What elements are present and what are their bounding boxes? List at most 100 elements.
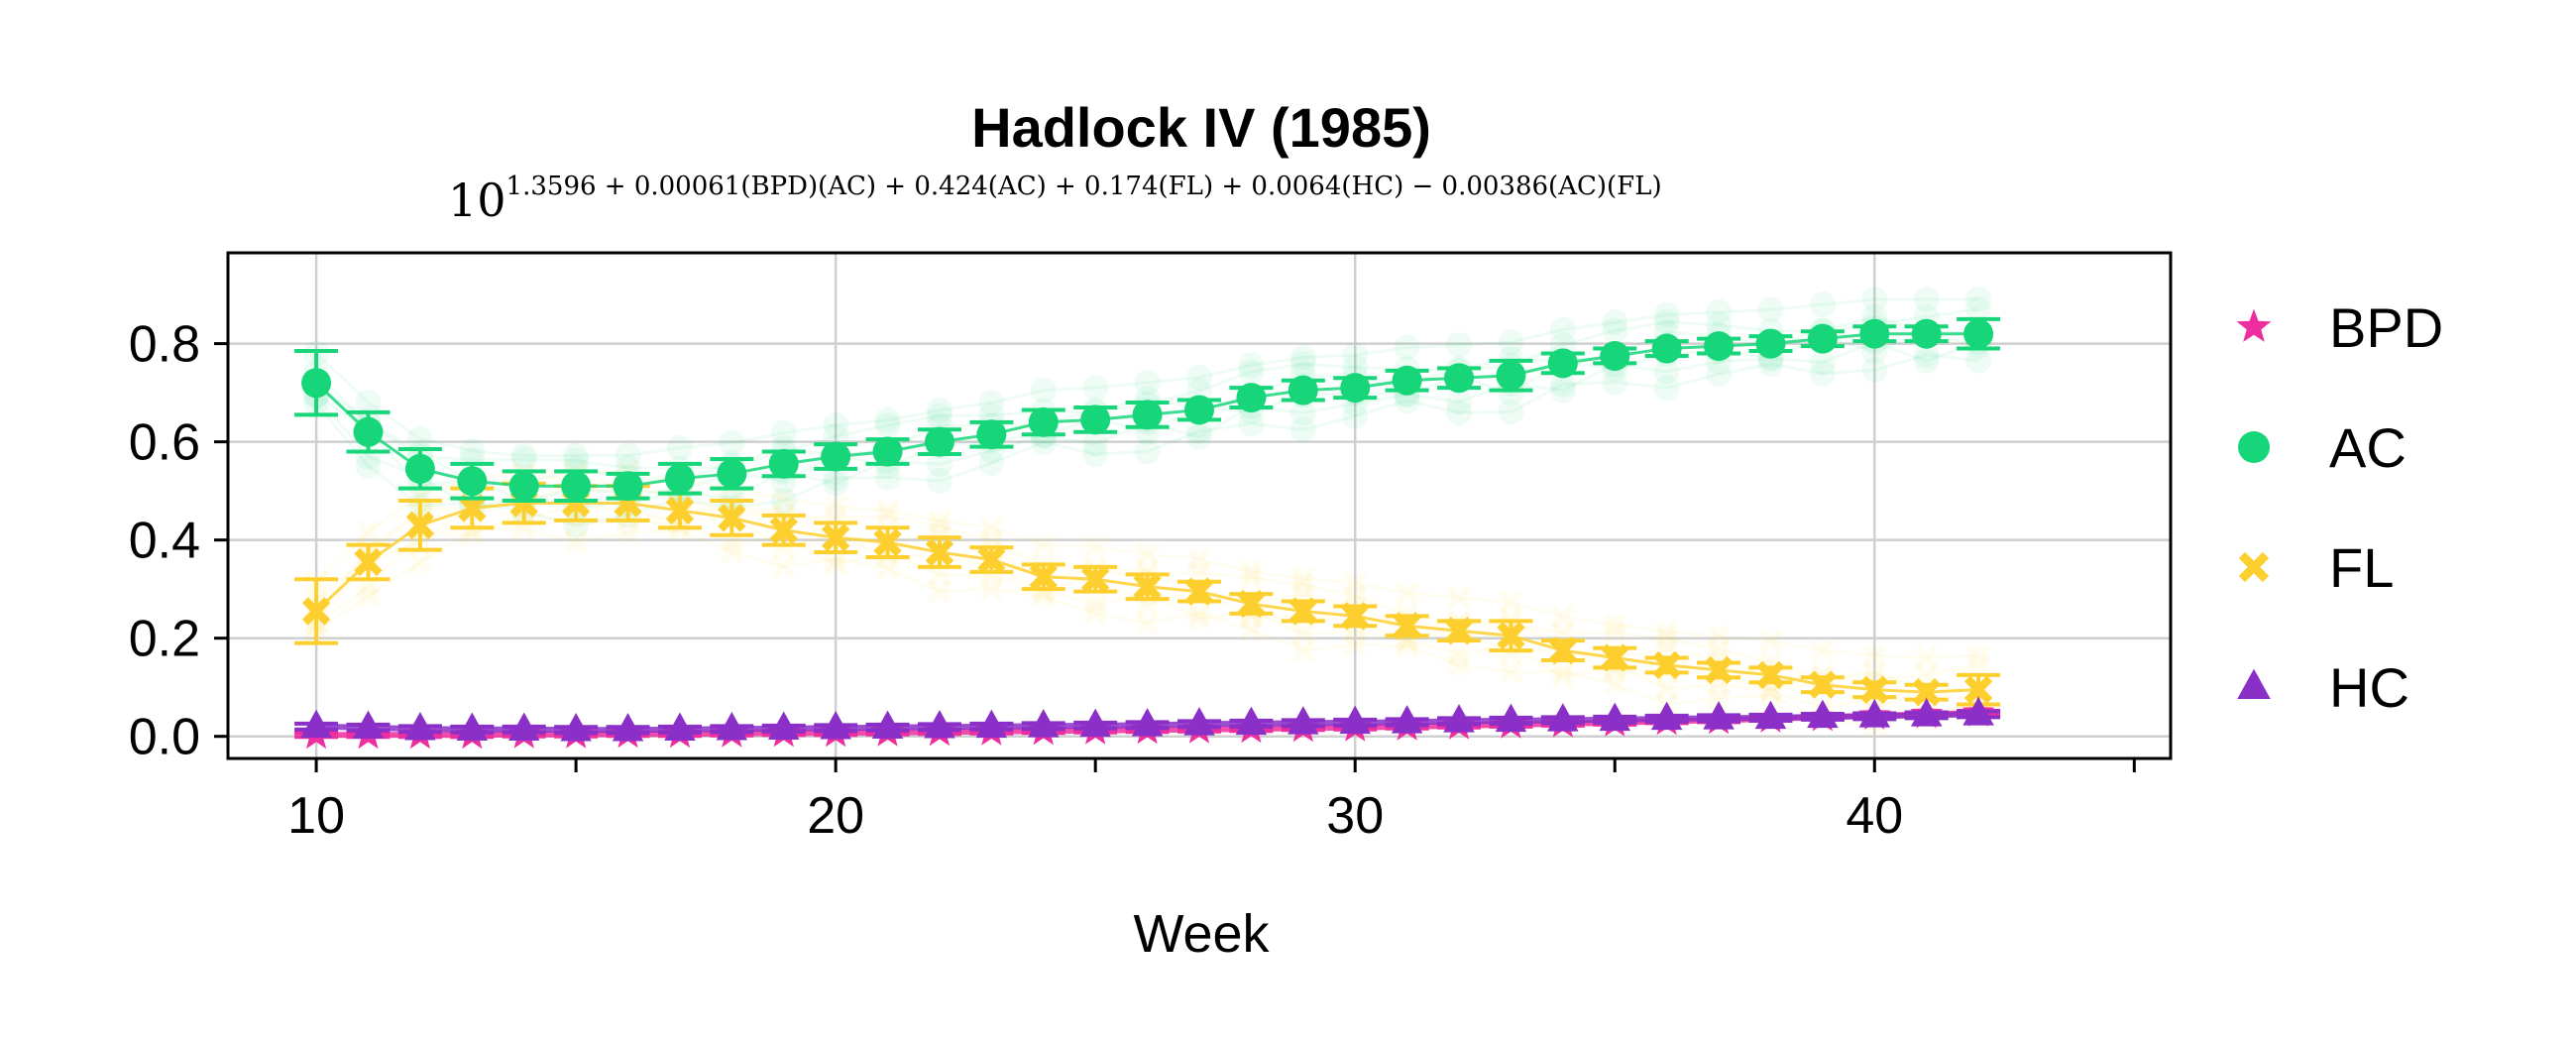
trace-point-fl bbox=[1290, 637, 1316, 663]
x-tick-label: 30 bbox=[1326, 787, 1384, 845]
trace-point-ac bbox=[1446, 400, 1473, 426]
axes: 10 20 30 40 0.0 0.2 0.4 0.6 0.8 bbox=[129, 316, 2136, 845]
trace-point-fl bbox=[1914, 645, 1939, 670]
trace-point-fl bbox=[1395, 634, 1419, 658]
trace-point-ac bbox=[563, 442, 590, 469]
trace-point-fl bbox=[1031, 532, 1057, 557]
data-point-hc bbox=[924, 710, 955, 739]
trace-point-ac bbox=[459, 437, 486, 464]
data-point-ac bbox=[353, 416, 384, 447]
trace-point-fl bbox=[1446, 652, 1472, 678]
trace-point-fl bbox=[1758, 683, 1783, 708]
trace-point-ac bbox=[1861, 287, 1888, 313]
trace-point-ac bbox=[1186, 364, 1212, 391]
trace-point-fl bbox=[1862, 642, 1887, 668]
trace-point-ac bbox=[770, 488, 797, 515]
trace-point-ac bbox=[1549, 316, 1576, 343]
data-point-fl bbox=[925, 537, 954, 567]
data-point-hc bbox=[612, 713, 644, 742]
data-point-hc bbox=[1858, 699, 1891, 728]
data-point-ac bbox=[1963, 318, 1994, 349]
trace-point-ac bbox=[1238, 352, 1265, 379]
plot-frame bbox=[226, 251, 2173, 760]
trace-point-fl bbox=[1290, 572, 1316, 598]
trace-point-fl bbox=[875, 504, 900, 528]
trace-point-fl bbox=[1186, 546, 1212, 572]
trace-point-ac bbox=[1394, 388, 1420, 414]
data-point-fl bbox=[873, 527, 902, 557]
x-axis-label: Week bbox=[1133, 904, 1270, 964]
legend-label-bpd: BPD bbox=[2329, 296, 2443, 359]
data-point-fl bbox=[977, 545, 1006, 574]
legend-label-hc: HC bbox=[2329, 656, 2409, 719]
data-point-ac bbox=[1444, 363, 1475, 394]
data-point-ac bbox=[664, 463, 695, 494]
trace-point-fl bbox=[616, 520, 640, 545]
data-point-hc bbox=[1910, 698, 1943, 727]
data-point-ac bbox=[1911, 318, 1942, 349]
data-point-hc bbox=[560, 713, 592, 742]
trace-point-ac bbox=[1602, 369, 1628, 396]
trace-fl bbox=[314, 485, 1979, 692]
trace-point-ac bbox=[1238, 410, 1265, 437]
trace-point-ac bbox=[1809, 291, 1836, 318]
trace-fl bbox=[314, 504, 1979, 709]
trace-point-ac bbox=[823, 411, 849, 438]
trace-point-ac bbox=[926, 397, 952, 423]
trace-point-fl bbox=[1654, 675, 1679, 701]
trace-point-ac bbox=[510, 442, 537, 469]
data-point-ac bbox=[1028, 406, 1059, 437]
trace-point-fl bbox=[1082, 601, 1108, 627]
data-point-fl bbox=[1704, 655, 1734, 685]
trace-point-ac bbox=[1394, 334, 1420, 361]
trace-point-fl bbox=[927, 508, 952, 533]
legend-marker-fl bbox=[2238, 551, 2270, 583]
trace-point-ac bbox=[719, 429, 745, 456]
series-hc bbox=[294, 697, 2001, 742]
data-point-ac bbox=[976, 419, 1007, 450]
trace-point-fl bbox=[407, 549, 433, 575]
data-point-fl bbox=[665, 496, 695, 525]
trace-point-fl bbox=[1758, 629, 1783, 653]
data-point-fl bbox=[1081, 565, 1110, 594]
trace-point-ac bbox=[874, 406, 901, 433]
trace-point-ac bbox=[1653, 301, 1680, 328]
data-point-hc bbox=[1962, 697, 1994, 726]
data-point-ac bbox=[1392, 365, 1422, 396]
trace-point-ac bbox=[1809, 349, 1836, 376]
data-point-hc bbox=[716, 712, 748, 741]
data-point-hc bbox=[352, 710, 385, 740]
data-point-fl bbox=[1237, 589, 1266, 619]
trace-point-ac bbox=[1757, 296, 1784, 323]
legend-label-ac: AC bbox=[2329, 416, 2407, 479]
data-point-ac bbox=[1340, 373, 1371, 404]
trace-point-ac bbox=[406, 425, 433, 452]
x-tick-label: 20 bbox=[807, 787, 864, 845]
trace-point-fl bbox=[1550, 665, 1576, 690]
trace-point-ac bbox=[355, 389, 382, 415]
trace-point-ac bbox=[1082, 375, 1109, 402]
data-point-fl bbox=[821, 523, 850, 552]
trace-point-ac bbox=[874, 412, 901, 439]
data-point-hc bbox=[975, 709, 1008, 739]
data-point-hc bbox=[1807, 699, 1839, 729]
trace-point-fl bbox=[1290, 566, 1316, 591]
chart-subtitle-formula: 101.3596 + 0.00061(BPD)(AC) + 0.424(AC) … bbox=[448, 172, 1662, 227]
trace-point-fl bbox=[1550, 605, 1576, 630]
trace-point-ac bbox=[615, 442, 641, 469]
data-point-fl bbox=[1808, 670, 1838, 699]
trace-point-fl bbox=[1239, 565, 1264, 591]
trace-point-fl bbox=[875, 499, 900, 523]
data-point-fl bbox=[405, 511, 435, 539]
data-point-ac bbox=[561, 471, 592, 502]
y-tick-label: 0.0 bbox=[129, 709, 200, 766]
trace-point-ac bbox=[926, 468, 952, 495]
trace-point-ac bbox=[1342, 342, 1369, 369]
trace-point-ac bbox=[1913, 286, 1940, 312]
y-tick-label: 0.6 bbox=[129, 414, 200, 472]
trace-point-ac bbox=[355, 452, 382, 479]
data-point-ac bbox=[1859, 318, 1890, 349]
trace-point-ac bbox=[978, 390, 1005, 416]
trace-point-ac bbox=[1134, 438, 1161, 465]
data-point-hc bbox=[1079, 708, 1111, 738]
